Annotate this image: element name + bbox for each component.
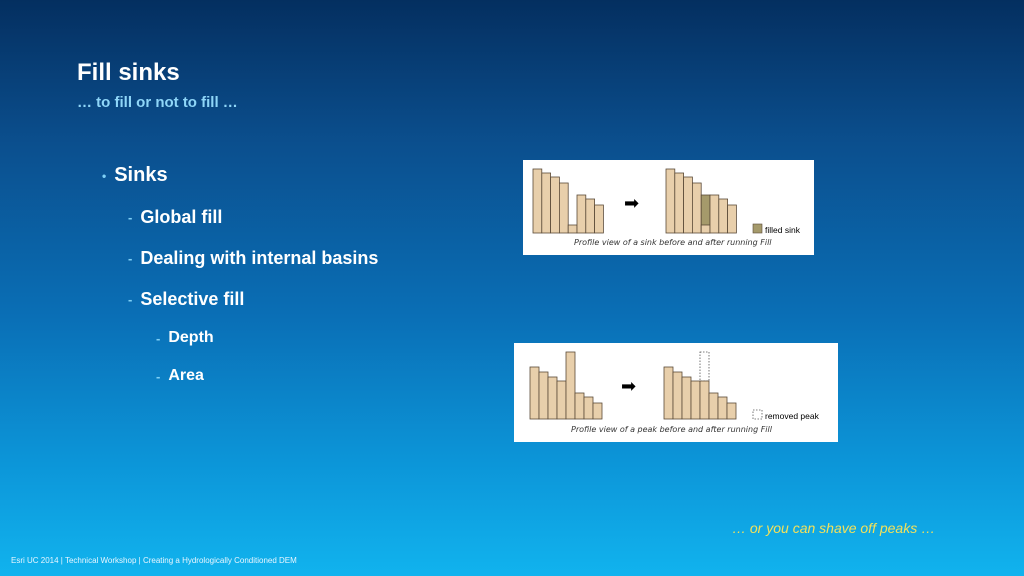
bullet-depth: - Depth: [156, 329, 214, 347]
profile-column: [700, 224, 711, 234]
profile-column: [726, 402, 737, 420]
filled-sink-legend: filled sink: [765, 225, 801, 235]
profile-column: [541, 172, 551, 234]
profile-column: [727, 204, 737, 234]
slide-title: Fill sinks: [77, 59, 180, 86]
profile-column: [556, 380, 567, 420]
peak-figure-caption: Profile view of a peak before and after …: [571, 425, 773, 434]
profile-column: [585, 198, 595, 234]
removed-peak-legend: removed peak: [765, 411, 820, 421]
bullet-dash-icon: -: [128, 292, 133, 307]
bullet-label: Global fill: [140, 207, 223, 227]
profile-column: [550, 176, 560, 234]
bullet-global-fill: - Global fill: [128, 207, 222, 228]
peak-after-columns: [663, 351, 737, 420]
profile-column: [699, 380, 710, 420]
shave-peaks-note: … or you can shave off peaks …: [732, 520, 936, 536]
peak-profile-diagram: ➡ removed peak Profile view of a peak be…: [529, 351, 820, 434]
profile-column: [718, 198, 729, 234]
removed-peak-outline: [699, 351, 710, 382]
slide-footer: Esri UC 2014 | Technical Workshop | Crea…: [11, 556, 297, 565]
sink-after-columns: [665, 168, 737, 234]
profile-column: [592, 402, 603, 420]
arrow-right-icon: ➡: [624, 193, 639, 214]
peak-profile-figure: ➡ removed peak Profile view of a peak be…: [514, 343, 838, 442]
profile-column: [538, 371, 549, 420]
bullet-selective-fill: - Selective fill: [128, 289, 244, 310]
bullet-label: Selective fill: [140, 289, 245, 309]
profile-column: [691, 182, 702, 234]
slide-subtitle: … to fill or not to fill …: [77, 94, 238, 111]
profile-column: [583, 396, 594, 420]
footer-session-title: Creating a Hydrologically Conditioned DE…: [142, 556, 297, 565]
profile-column: [690, 380, 701, 420]
profile-column: [717, 396, 728, 420]
bullet-label: Sinks: [114, 164, 168, 186]
profile-column: [565, 351, 576, 420]
peak-before-columns: [529, 351, 603, 420]
bullet-label: Dealing with internal basins: [140, 248, 379, 268]
profile-column: [708, 392, 719, 420]
profile-column: [683, 176, 693, 234]
profile-column: [674, 172, 685, 234]
bullet-internal-basins: - Dealing with internal basins: [128, 248, 378, 269]
profile-column: [547, 376, 558, 420]
filled-sink-swatch: [752, 223, 763, 234]
sink-profile-figure: ➡ filled sink Profile view of a sink bef…: [523, 160, 814, 255]
bullet-label: Area: [168, 367, 204, 384]
profile-column: [574, 392, 585, 420]
profile-column: [594, 204, 604, 234]
bullet-dash-icon: -: [156, 330, 161, 346]
sink-before-columns: [532, 168, 604, 234]
bullet-area: - Area: [156, 367, 204, 385]
bullet-dot-icon: •: [102, 168, 107, 183]
bullet-dash-icon: -: [128, 251, 133, 266]
profile-column: [576, 194, 587, 234]
bullet-label: Depth: [168, 329, 214, 346]
arrow-right-icon: ➡: [621, 376, 636, 397]
bullet-dash-icon: -: [156, 368, 161, 384]
removed-peak-swatch: [752, 409, 763, 420]
profile-column: [665, 168, 676, 234]
profile-column: [681, 376, 692, 420]
profile-column: [567, 224, 578, 234]
profile-column: [559, 182, 569, 234]
sink-figure-caption: Profile view of a sink before and after …: [574, 238, 772, 247]
footer-event: Esri UC 2014 | Technical Workshop |: [11, 556, 141, 565]
profile-column: [663, 366, 674, 420]
profile-column: [529, 366, 540, 420]
profile-column: [709, 194, 720, 234]
profile-column: [532, 168, 543, 234]
profile-column: [672, 371, 683, 420]
sink-profile-diagram: ➡ filled sink Profile view of a sink bef…: [532, 168, 801, 247]
bullet-sinks: • Sinks: [102, 164, 168, 187]
bullet-dash-icon: -: [128, 210, 133, 225]
